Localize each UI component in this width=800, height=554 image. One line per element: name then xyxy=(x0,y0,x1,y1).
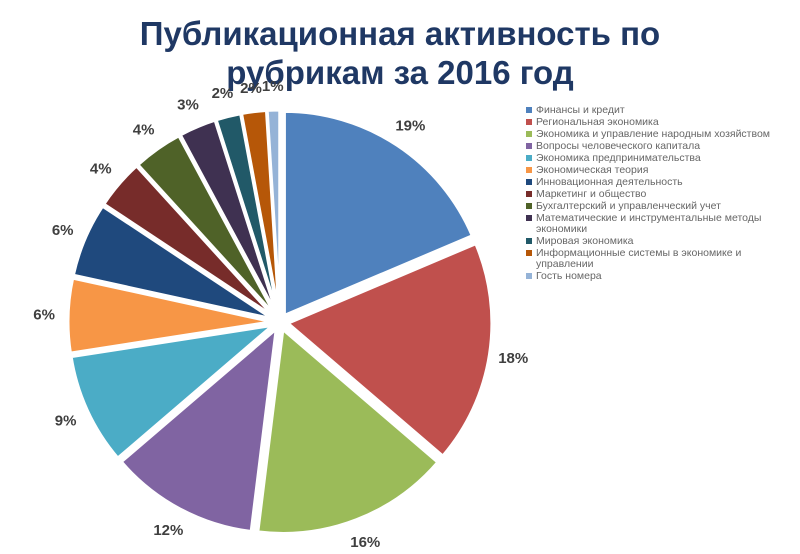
pie-slice-1 xyxy=(282,109,475,318)
legend-item: Экономика предпринимательства xyxy=(526,153,796,164)
pie-slice-8 xyxy=(101,163,276,319)
data-label-1: 19% xyxy=(395,117,425,134)
data-label-11: 2% xyxy=(212,85,234,102)
legend-label: Математические и инструментальные методы… xyxy=(536,212,762,235)
data-label-5: 9% xyxy=(55,413,77,430)
pie-slice-6 xyxy=(66,276,273,355)
legend-swatch xyxy=(526,238,532,244)
legend-swatch xyxy=(526,203,532,209)
legend-item: Региональная экономика xyxy=(526,117,796,128)
data-label-13: 1% xyxy=(262,78,284,95)
legend-item: Мировая экономика xyxy=(526,236,796,247)
data-label-4: 12% xyxy=(153,522,183,539)
legend-swatch xyxy=(526,143,532,149)
chart-legend: Финансы и кредит Региональная экономика Эк… xyxy=(526,105,796,283)
legend-label: Мировая экономика xyxy=(536,235,634,247)
chart-title-line-1: Публикационная активность по xyxy=(139,15,661,52)
legend-swatch xyxy=(526,215,532,221)
chart-title-line-2: рубрикам за 2016 год xyxy=(226,54,574,91)
legend-item: Гость номера xyxy=(526,271,796,282)
legend-swatch xyxy=(526,179,532,185)
legend-swatch xyxy=(526,131,532,137)
legend-label: Вопросы человеческого капитала xyxy=(536,140,701,152)
legend-swatch xyxy=(526,119,532,125)
legend-label: Инновационная деятельность xyxy=(536,176,683,188)
legend-label: Финансы и кредит xyxy=(536,104,625,116)
legend-label: Экономика и управление народным хозяйств… xyxy=(536,128,771,140)
legend-swatch xyxy=(526,107,532,113)
legend-label: Маркетинг и общество xyxy=(536,188,647,200)
legend-swatch xyxy=(526,191,532,197)
pie-slice-13 xyxy=(265,108,282,315)
data-label-10: 3% xyxy=(177,97,199,114)
legend-item: Информационные системы в экономике и упр… xyxy=(526,248,796,270)
pie-slice-9 xyxy=(135,133,277,317)
data-label-8: 4% xyxy=(90,160,112,177)
legend-item: Математические и инструментальные методы… xyxy=(526,213,796,235)
pie-slice-7 xyxy=(71,204,274,321)
legend-swatch xyxy=(526,155,532,161)
data-label-3: 16% xyxy=(350,534,380,551)
legend-label: Информационные системы в экономике и упр… xyxy=(536,247,742,270)
legend-item: Вопросы человеческого капитала xyxy=(526,141,796,152)
data-label-9: 4% xyxy=(133,121,155,138)
legend-item: Финансы и кредит xyxy=(526,105,796,116)
legend-item: Экономическая теория xyxy=(526,165,796,176)
legend-label: Экономика предпринимательства xyxy=(536,152,701,164)
legend-swatch xyxy=(526,167,532,173)
legend-label: Гость номера xyxy=(536,270,602,282)
data-label-12: 2% xyxy=(240,80,262,97)
pie-slice-2 xyxy=(285,241,494,459)
pie-slice-4 xyxy=(119,325,279,534)
chart-title: Публикационная активность по рубрикам за… xyxy=(0,14,800,92)
data-label-7: 6% xyxy=(52,222,74,239)
legend-swatch xyxy=(526,250,532,256)
data-label-2: 18% xyxy=(498,350,528,367)
data-label-6: 6% xyxy=(33,307,55,324)
legend-label: Бухгалтерский и управленческий учет xyxy=(536,200,721,212)
legend-item: Бухгалтерский и управленческий учет xyxy=(526,201,796,212)
legend-item: Инновационная деятельность xyxy=(526,177,796,188)
pie-slice-5 xyxy=(69,323,278,461)
legend-label: Региональная экономика xyxy=(536,116,659,128)
legend-item: Маркетинг и общество xyxy=(526,189,796,200)
legend-swatch xyxy=(526,273,532,279)
legend-label: Экономическая теория xyxy=(536,164,649,176)
pie-slice-3 xyxy=(256,326,440,535)
legend-item: Экономика и управление народным хозяйств… xyxy=(526,129,796,140)
